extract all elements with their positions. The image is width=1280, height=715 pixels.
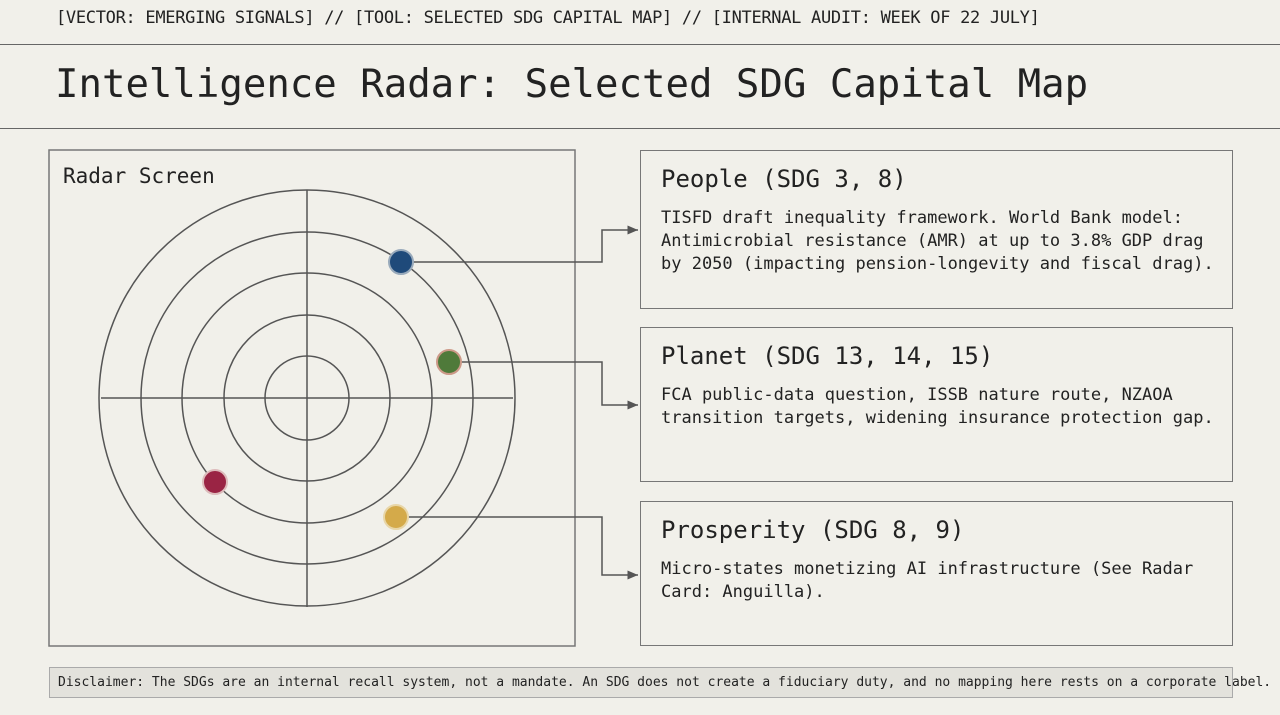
divider: [0, 128, 1280, 129]
radar-frame: [48, 149, 576, 647]
signal-dot: [383, 504, 409, 530]
radar-label: Radar Screen: [63, 164, 215, 188]
card-text: TISFD draft inequality framework. World …: [661, 208, 1214, 274]
card: Prosperity (SDG 8, 9) Micro-states monet…: [640, 501, 1233, 646]
card: People (SDG 3, 8) TISFD draft inequality…: [640, 150, 1233, 309]
signal-dot: [436, 349, 462, 375]
radar-grid: [98, 189, 516, 607]
signal-dot: [202, 469, 228, 495]
divider: [0, 44, 1280, 45]
disclaimer: Disclaimer: The SDGs are an internal rec…: [49, 667, 1271, 698]
page-title: Intelligence Radar: Selected SDG Capital…: [55, 62, 1089, 107]
breadcrumb: [VECTOR: EMERGING SIGNALS] // [TOOL: SEL…: [56, 8, 1040, 28]
connector: [401, 225, 638, 263]
card: Planet (SDG 13, 14, 15) FCA public-data …: [640, 327, 1233, 482]
signal-dot: [388, 249, 414, 275]
card-text: Micro-states monetizing AI infrastructur…: [661, 559, 1194, 602]
card-title: People (SDG 3, 8): [661, 165, 907, 193]
card-title: Prosperity (SDG 8, 9): [661, 516, 965, 544]
card-text: FCA public-data question, ISSB nature ro…: [661, 385, 1214, 428]
connector: [396, 516, 638, 580]
card-title: Planet (SDG 13, 14, 15): [661, 342, 994, 370]
connector: [449, 361, 638, 410]
